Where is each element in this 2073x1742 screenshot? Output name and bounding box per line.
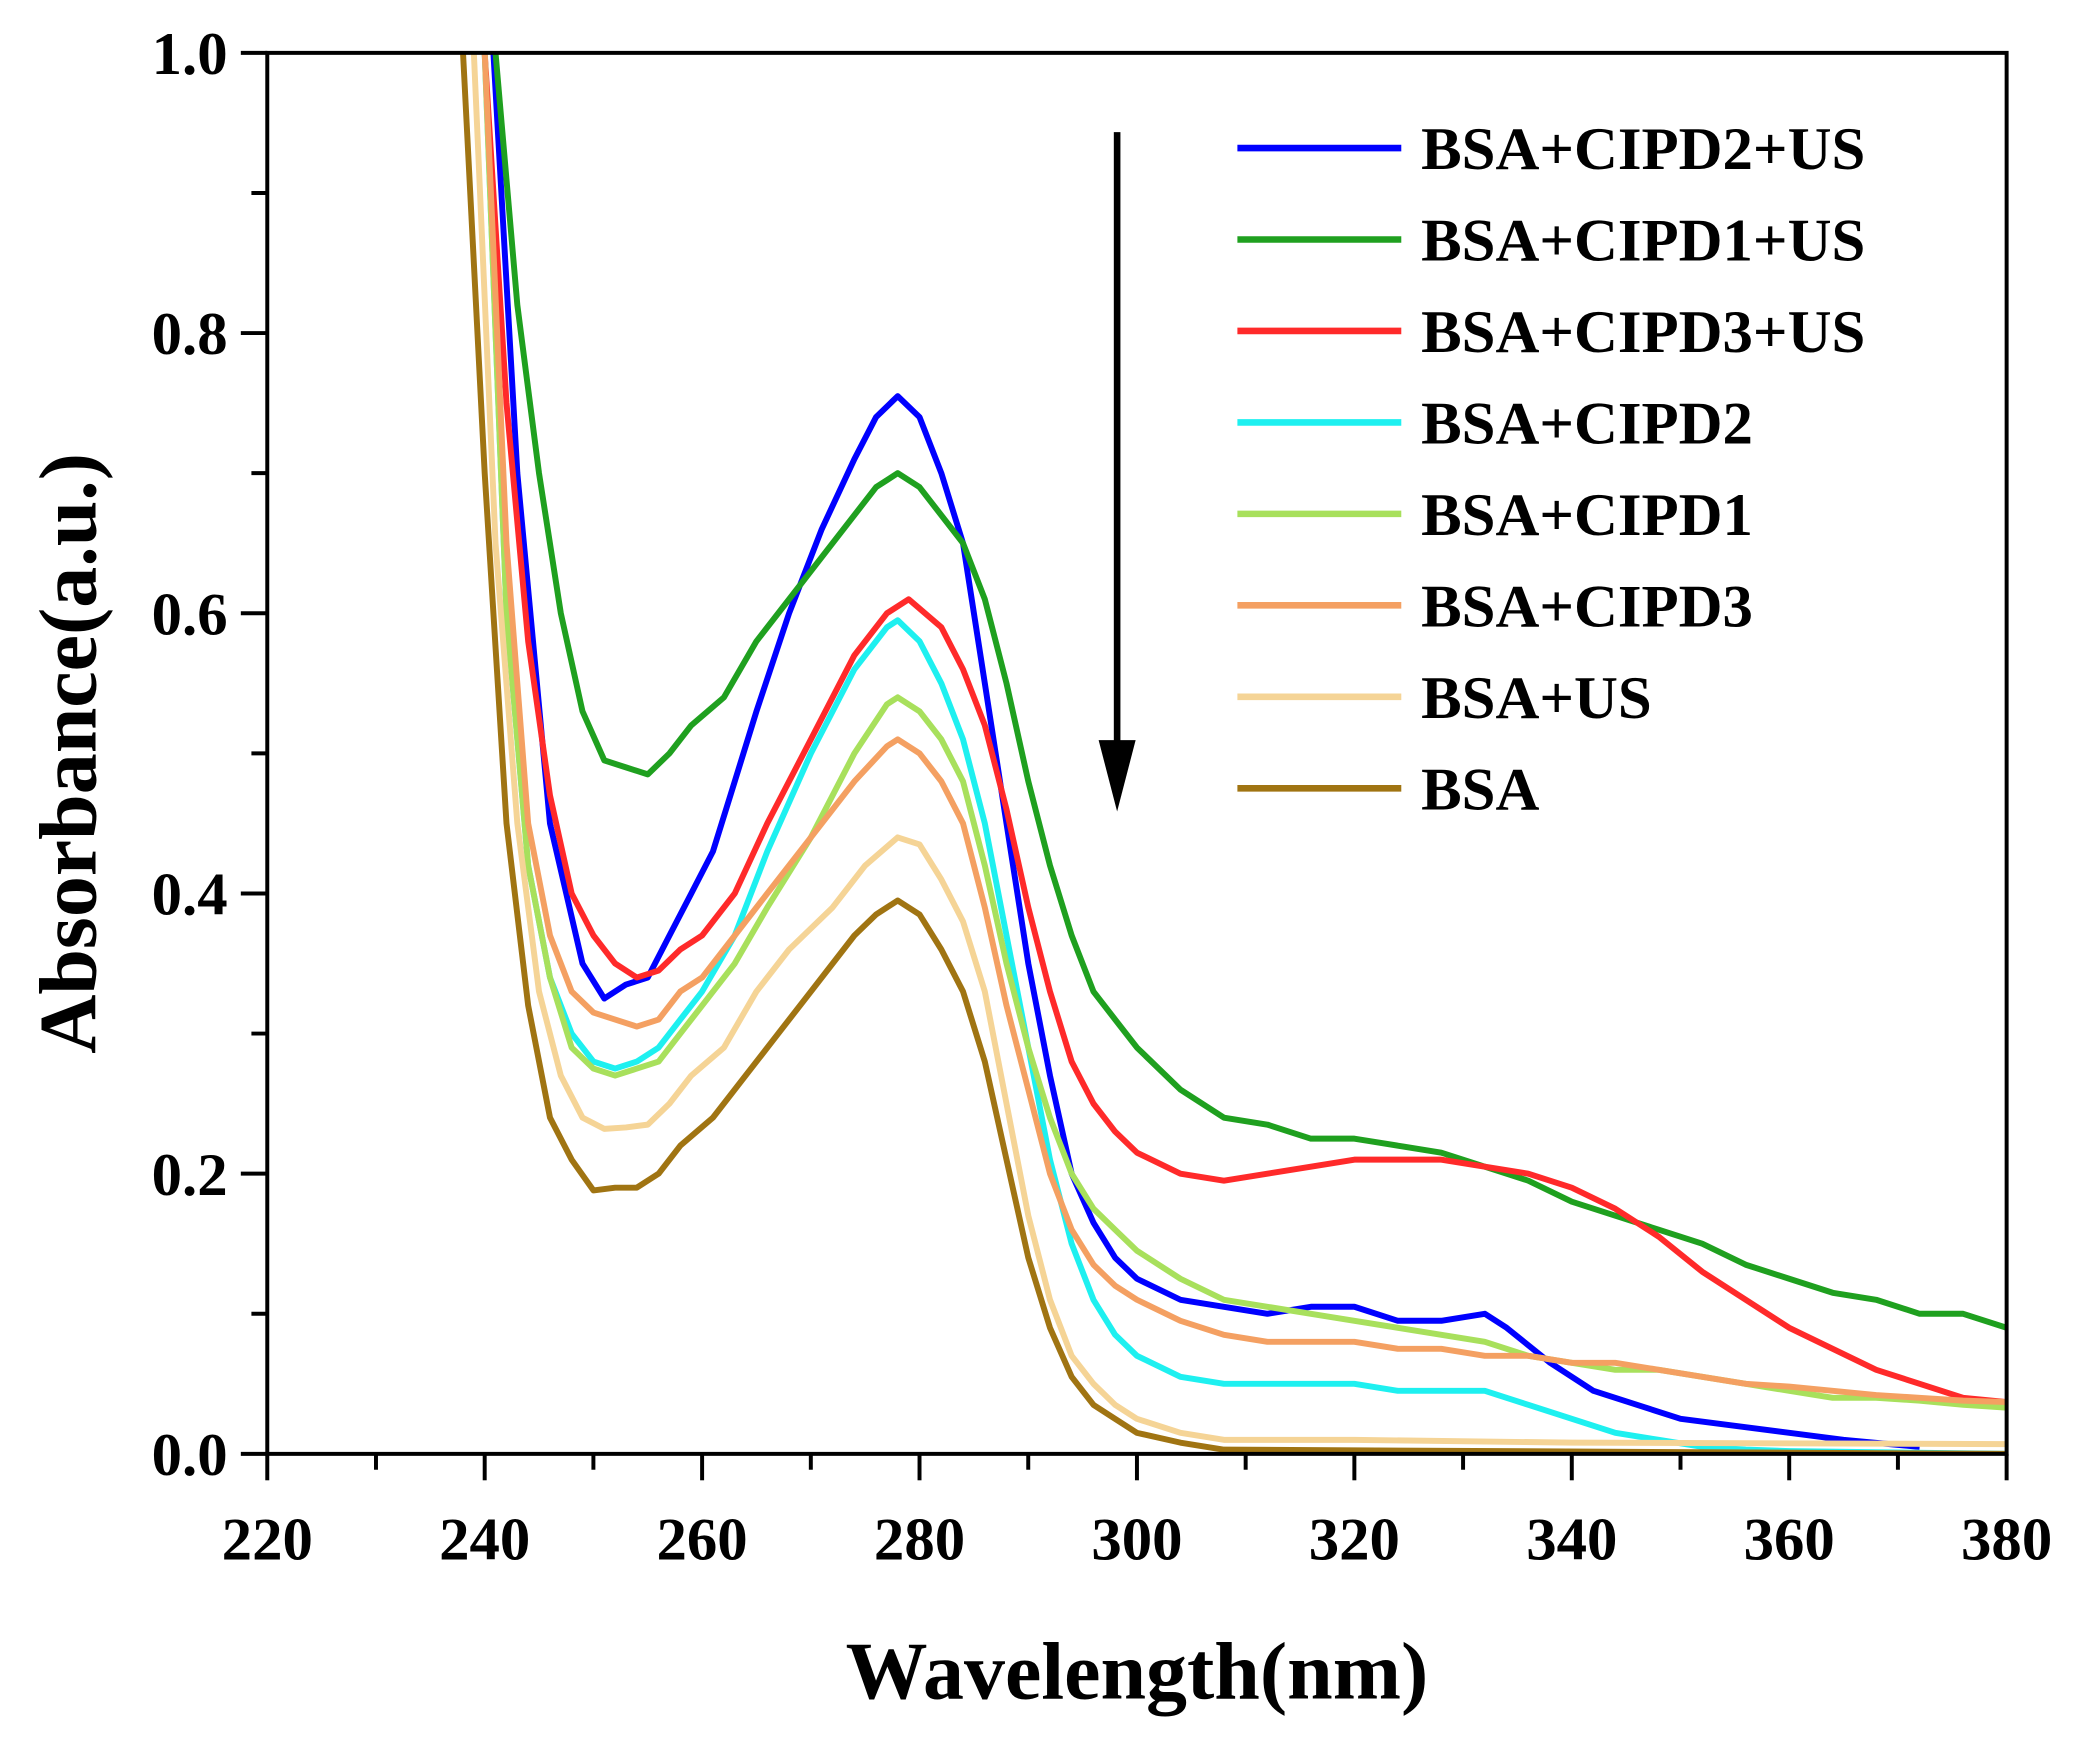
legend-label: BSA+CIPD2 (1421, 391, 1753, 458)
legend-label: BSA+CIPD2+US (1421, 116, 1865, 183)
legend-label: BSA+CIPD1+US (1421, 208, 1865, 275)
y-tick-label: 0.0 (152, 1422, 228, 1489)
series-line-0 (490, 52, 1920, 1450)
legend-label: BSA+CIPD1 (1421, 482, 1753, 549)
legend-item: BSA+CIPD2 (1237, 391, 1753, 458)
x-tick-label: 320 (1309, 1507, 1400, 1574)
legend-label: BSA (1421, 756, 1539, 823)
legend-item: BSA (1237, 756, 1539, 823)
ticks-layer: 220 240 260 280 300 320 340 360 380 0.0 0.2 0.4 0.6 0… (152, 21, 2053, 1574)
series-line-1 (492, 52, 2007, 1331)
y-axis-title: Absorbance(a.u.) (22, 453, 113, 1054)
y-tick-label: 0.6 (152, 581, 228, 648)
legend-item: BSA+CIPD3+US (1237, 299, 1865, 366)
y-tick-label: 1.0 (152, 21, 228, 88)
legend-item: BSA+CIPD1 (1237, 482, 1753, 549)
x-tick-label: 220 (222, 1507, 313, 1574)
series-line-6 (470, 52, 2007, 1448)
legend-item: BSA+CIPD1+US (1237, 208, 1865, 275)
series-line-3 (481, 52, 2007, 1454)
legend-label: BSA+CIPD3+US (1421, 299, 1865, 366)
x-tick-label: 340 (1526, 1507, 1617, 1574)
x-axis-title: Wavelength(nm) (846, 1625, 1429, 1716)
x-tick-label: 380 (1961, 1507, 2052, 1574)
series-layer (460, 52, 2007, 1454)
series-line-5 (481, 52, 2007, 1406)
y-tick-label: 0.8 (152, 301, 228, 368)
series-line-2 (481, 52, 2007, 1406)
trend-arrow-head (1098, 740, 1136, 812)
legend-label: BSA+US (1421, 665, 1652, 732)
x-tick-label: 240 (439, 1507, 530, 1574)
legend-label: BSA+CIPD3 (1421, 573, 1753, 640)
y-tick-label: 0.4 (152, 862, 228, 929)
legend: BSA+CIPD2+US BSA+CIPD1+US BSA+CIPD3+US BSA+… (1237, 116, 1865, 823)
x-tick-label: 360 (1744, 1507, 1835, 1574)
y-tick-label: 0.2 (152, 1142, 228, 1209)
x-tick-label: 300 (1091, 1507, 1182, 1574)
legend-item: BSA+CIPD2+US (1237, 116, 1865, 183)
series-line-7 (460, 52, 2007, 1454)
x-tick-label: 280 (874, 1507, 965, 1574)
legend-item: BSA+US (1237, 665, 1652, 732)
legend-item: BSA+CIPD3 (1237, 573, 1753, 640)
x-tick-label: 260 (657, 1507, 748, 1574)
